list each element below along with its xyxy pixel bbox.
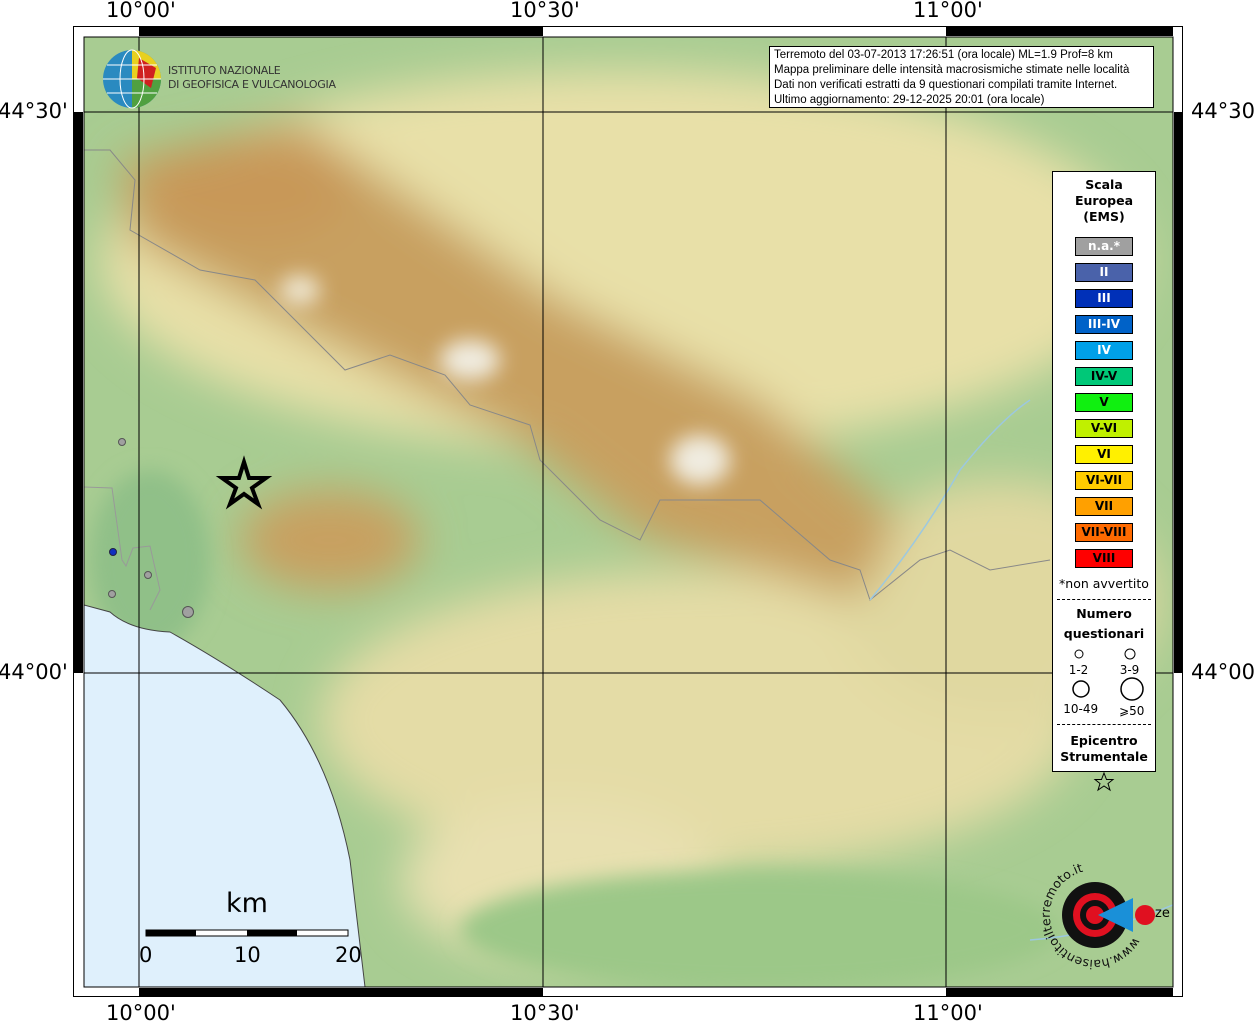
info-line: Dati non verificati estratti da 9 questi… xyxy=(774,79,1118,91)
legend-swatch: II xyxy=(1075,263,1133,282)
lon-label: 10°30' xyxy=(510,0,580,22)
legend-swatch: V xyxy=(1075,393,1133,412)
legend: Scala Europea (EMS) n.a.* II III III-IV IV IV… xyxy=(1052,171,1156,792)
haisentito-logo xyxy=(1062,882,1155,948)
lon-label: 10°00' xyxy=(106,0,176,22)
scalebar xyxy=(145,929,349,937)
intensity-point[interactable] xyxy=(144,571,152,579)
lat-label: 44°30' xyxy=(1191,99,1256,123)
count-label: 3-9 xyxy=(1119,663,1140,677)
legend-title: Europea xyxy=(1074,193,1134,208)
count-title: Numero xyxy=(1076,606,1132,621)
intensity-point[interactable] xyxy=(108,590,116,598)
legend-swatch: VI-VII xyxy=(1075,471,1133,490)
count-1-2: 1-2 xyxy=(1069,648,1089,677)
legend-swatch: n.a.* xyxy=(1075,237,1133,256)
count-label: ⩾50 xyxy=(1119,704,1145,718)
legend-swatch: III xyxy=(1075,289,1133,308)
terrain xyxy=(84,37,1173,987)
count-50-plus: ⩾50 xyxy=(1119,677,1145,718)
legend-note: *non avvertito xyxy=(1059,576,1149,591)
legend-swatch: IV-V xyxy=(1075,367,1133,386)
legend-divider xyxy=(1057,724,1151,725)
intensity-point[interactable] xyxy=(109,548,117,556)
star-icon xyxy=(1093,771,1115,792)
graticule xyxy=(84,37,1173,987)
lon-label: 10°00' xyxy=(106,1001,176,1025)
ingv-line2: DI GEOFISICA E VULCANOLOGIA xyxy=(168,78,336,91)
count-label: 1-2 xyxy=(1068,663,1089,677)
sea xyxy=(84,604,366,987)
lat-label: 44°30' xyxy=(0,99,68,123)
scalebar-label: 20 xyxy=(335,943,362,967)
scalebar-label: 0 xyxy=(139,943,153,967)
lat-label: 44°00' xyxy=(1191,660,1256,684)
legend-swatches: n.a.* II III III-IV IV IV-V V V-VI VI VI-VII VII VI… xyxy=(1053,237,1155,568)
region-border-2 xyxy=(84,486,161,611)
legend-divider xyxy=(1057,599,1151,600)
info-line: Mappa preliminare delle intensità macros… xyxy=(774,64,1130,76)
epicenter-star-icon[interactable] xyxy=(215,455,273,510)
legend-swatch: III-IV xyxy=(1075,315,1133,334)
scalebar-unit: km xyxy=(226,888,268,919)
haisentito-text-logo: www.haisentitoilterremoto.it xyxy=(1038,860,1144,972)
legend-swatch: IV xyxy=(1075,341,1133,360)
ingv-name: ISTITUTO NAZIONALE DI GEOFISICA E VULCANO… xyxy=(168,64,336,92)
lon-label: 11°00' xyxy=(913,1001,983,1025)
lat-label: 44°00' xyxy=(0,660,68,684)
count-10-49: 10-49 xyxy=(1063,677,1098,718)
legend-swatch: VIII xyxy=(1075,549,1133,568)
legend-swatch: VI xyxy=(1075,445,1133,464)
legend-swatch: VII xyxy=(1075,497,1133,516)
brand-text: www.haisentitoilterremoto.it xyxy=(1038,860,1144,972)
brand-text-ring: www.haisentitoilterremoto.it xyxy=(1038,860,1144,972)
info-line: Terremoto del 03-07-2013 17:26:51 (ora l… xyxy=(774,49,1113,61)
event-info-box: Terremoto del 03-07-2013 17:26:51 (ora l… xyxy=(769,46,1154,108)
count-title: questionari xyxy=(1063,626,1145,641)
region-border xyxy=(84,149,1051,601)
lon-label: 11°00' xyxy=(913,0,983,22)
ingv-globe-logo xyxy=(103,49,161,109)
intensity-point[interactable] xyxy=(182,606,194,618)
frame-border xyxy=(74,27,1183,997)
count-label: 10-49 xyxy=(1063,702,1099,716)
epicenter-title: Epicentro xyxy=(1070,733,1138,748)
legend-title: Scala xyxy=(1085,177,1123,192)
ingv-line1: ISTITUTO NAZIONALE xyxy=(168,64,281,77)
info-line: Ultimo aggiornamento: 29-12-2025 20:01 (… xyxy=(774,94,1045,106)
epicenter-title: Strumentale xyxy=(1060,749,1148,764)
legend-swatch: VII-VIII xyxy=(1075,523,1133,542)
lon-label: 10°30' xyxy=(510,1001,580,1025)
legend-swatch: V-VI xyxy=(1075,419,1133,438)
scalebar-label: 10 xyxy=(234,943,261,967)
place-label: ze xyxy=(1155,906,1170,921)
legend-title: (EMS) xyxy=(1083,209,1125,224)
count-3-9: 3-9 xyxy=(1120,648,1140,677)
intensity-point[interactable] xyxy=(118,438,126,446)
